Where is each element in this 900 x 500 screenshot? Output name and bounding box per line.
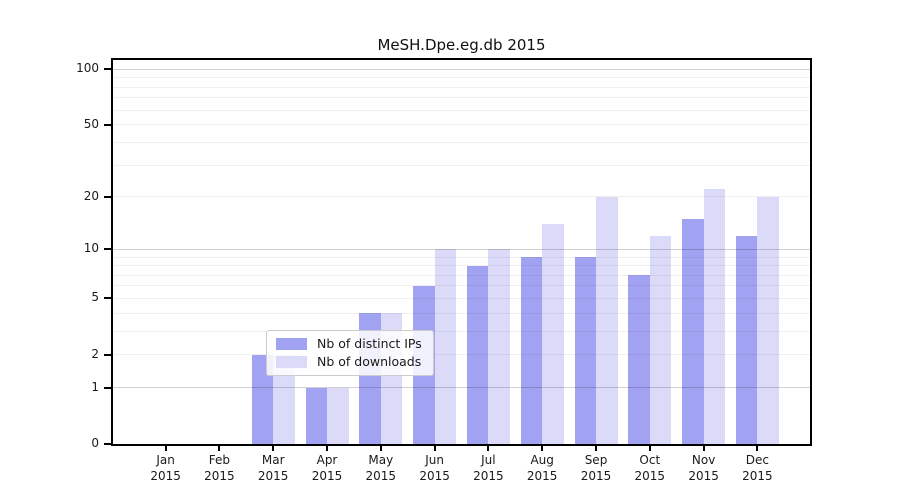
bar-distinct-ips-oct <box>628 275 650 444</box>
x-tick-mark-jun <box>433 446 436 451</box>
bar-distinct-ips-mar <box>251 354 274 444</box>
gridline-minor-30 <box>113 164 810 166</box>
legend-swatch-distinct-ips <box>276 337 307 350</box>
y-tick-mark-5 <box>104 297 111 300</box>
gridline-minor-50 <box>113 124 810 126</box>
gridline-minor-5 <box>113 297 810 299</box>
x-tick-label-mar: Mar 2015 <box>257 453 289 483</box>
gridline-minor-9 <box>113 256 810 258</box>
gridline-major-100 <box>113 68 810 70</box>
y-tick-label-100: 100 <box>76 61 99 76</box>
x-tick-mark-may <box>379 446 382 451</box>
gridline-minor-80 <box>113 86 810 88</box>
x-tick-label-jul: Jul 2015 <box>473 453 504 483</box>
gridline-major-10 <box>113 248 810 250</box>
x-tick-mark-oct <box>648 446 651 451</box>
y-tick-label-10: 10 <box>83 241 99 256</box>
bar-downloads-mar <box>273 354 295 444</box>
x-tick-label-sep: Sep 2015 <box>580 453 612 483</box>
bar-distinct-ips-jul <box>466 265 489 444</box>
bar-distinct-ips-dec <box>735 235 758 444</box>
x-tick-mark-apr <box>326 446 328 451</box>
y-tick-label-1: 1 <box>91 379 99 394</box>
y-tick-label-20: 20 <box>83 188 99 203</box>
x-tick-label-nov: Nov 2015 <box>688 453 719 483</box>
gridline-minor-40 <box>113 141 810 143</box>
gridline-minor-6 <box>113 285 810 287</box>
gridline-minor-90 <box>113 77 810 79</box>
gridline-minor-3 <box>113 330 810 332</box>
legend-item-downloads: Nb of downloads <box>276 354 422 369</box>
y-tick-label-50: 50 <box>83 116 99 131</box>
bar-distinct-ips-nov <box>682 218 704 444</box>
bar-downloads-apr <box>327 387 349 444</box>
legend-label-downloads: Nb of downloads <box>317 354 422 369</box>
bar-downloads-jul <box>488 249 510 444</box>
bar-downloads-jun <box>434 249 457 444</box>
x-tick-mark-nov <box>702 446 705 451</box>
x-tick-label-may: May 2015 <box>365 453 397 483</box>
x-tick-mark-feb <box>218 446 221 451</box>
bar-downloads-dec <box>757 196 779 444</box>
gridline-major-1 <box>113 387 810 389</box>
legend-label-distinct-ips: Nb of distinct IPs <box>317 336 422 351</box>
gridline-minor-20 <box>113 196 810 198</box>
x-tick-label-oct: Oct 2015 <box>634 453 666 483</box>
x-tick-label-feb: Feb 2015 <box>204 453 235 483</box>
x-tick-mark-jul <box>487 446 490 451</box>
x-tick-mark-dec <box>756 446 759 451</box>
gridline-minor-70 <box>113 97 810 99</box>
gridline-minor-60 <box>113 109 810 111</box>
legend: Nb of distinct IPs Nb of downloads <box>266 330 434 376</box>
x-tick-label-jan: Jan 2015 <box>150 453 181 483</box>
y-tick-label-2: 2 <box>91 346 99 361</box>
chart-title: MeSH.Dpe.eg.db 2015 <box>377 36 546 54</box>
gridline-minor-4 <box>113 312 810 314</box>
legend-swatch-downloads <box>276 355 307 368</box>
bar-downloads-nov <box>703 189 726 444</box>
bar-distinct-ips-aug <box>520 257 543 444</box>
y-tick-mark-1 <box>104 386 111 389</box>
x-tick-mark-mar <box>272 446 275 451</box>
bar-distinct-ips-sep <box>574 257 596 444</box>
bar-downloads-oct <box>649 235 672 444</box>
gridline-minor-2 <box>113 354 810 356</box>
y-tick-mark-20 <box>104 195 111 198</box>
bar-downloads-aug <box>542 224 564 444</box>
gridline-minor-7 <box>113 274 810 276</box>
x-tick-label-apr: Apr 2015 <box>311 453 343 483</box>
gridline-minor-8 <box>113 265 810 267</box>
y-tick-mark-2 <box>104 353 111 356</box>
x-tick-label-aug: Aug 2015 <box>526 453 558 483</box>
x-tick-mark-jan <box>164 446 167 451</box>
x-tick-mark-aug <box>541 446 544 451</box>
y-tick-label-5: 5 <box>91 290 99 305</box>
y-tick-mark-0 <box>104 443 111 445</box>
bar-downloads-sep <box>596 196 618 444</box>
bar-distinct-ips-apr <box>305 387 327 444</box>
y-tick-mark-100 <box>104 68 111 71</box>
y-tick-mark-50 <box>104 123 111 126</box>
x-tick-label-jun: Jun 2015 <box>419 453 450 483</box>
legend-item-distinct-ips: Nb of distinct IPs <box>276 336 422 351</box>
plot-area: 0 1 2 5 10 20 50 100 Jan 2015 Feb 2015 Mar 2015 Apr 201… <box>76 58 812 483</box>
y-tick-label-0: 0 <box>91 436 99 450</box>
y-tick-mark-10 <box>104 248 111 251</box>
x-tick-label-dec: Dec 2015 <box>742 453 773 483</box>
x-tick-mark-sep <box>595 446 597 451</box>
